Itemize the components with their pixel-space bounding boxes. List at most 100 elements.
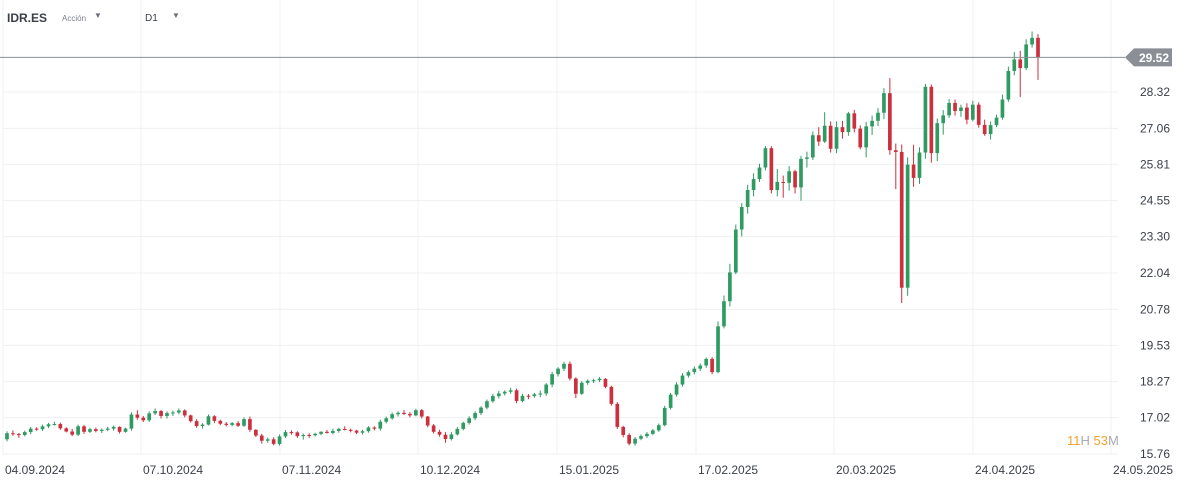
candle-body bbox=[425, 416, 430, 426]
candle-body bbox=[858, 128, 863, 148]
candle-body bbox=[615, 403, 620, 427]
candle bbox=[491, 393, 495, 403]
candle-body bbox=[289, 432, 294, 434]
candle-body bbox=[123, 428, 128, 432]
candle-body bbox=[982, 124, 987, 135]
candle-body bbox=[662, 407, 667, 426]
caret-down-icon[interactable]: ▼ bbox=[172, 11, 180, 20]
symbol-name[interactable]: IDR.ES bbox=[7, 11, 48, 25]
candle-body bbox=[935, 123, 940, 154]
candle bbox=[988, 121, 993, 140]
candle bbox=[473, 411, 477, 421]
candle-body bbox=[1006, 70, 1011, 100]
candle-body bbox=[799, 158, 803, 188]
candle bbox=[283, 430, 288, 438]
candle-body bbox=[633, 438, 637, 444]
x-tick-label: 17.02.2025 bbox=[698, 463, 758, 477]
candle bbox=[680, 373, 685, 387]
candle-body bbox=[295, 432, 300, 437]
candle bbox=[556, 367, 560, 377]
candle bbox=[200, 423, 205, 429]
candle-body bbox=[840, 127, 845, 133]
candle-body bbox=[431, 425, 436, 432]
candle bbox=[1024, 39, 1028, 71]
candle-body bbox=[485, 401, 489, 408]
candle bbox=[265, 437, 270, 443]
candle bbox=[159, 409, 163, 419]
candle bbox=[94, 427, 98, 433]
candle-body bbox=[331, 430, 335, 433]
candle bbox=[307, 433, 312, 438]
candle-body bbox=[603, 378, 608, 387]
candle-body bbox=[348, 429, 353, 431]
candle bbox=[526, 394, 531, 400]
candle bbox=[325, 430, 329, 434]
candle-body bbox=[769, 148, 774, 190]
caret-down-icon[interactable]: ▼ bbox=[94, 11, 102, 20]
candle bbox=[739, 203, 744, 237]
candle bbox=[573, 377, 578, 399]
candle bbox=[218, 419, 223, 426]
candle-body bbox=[585, 380, 590, 383]
candle bbox=[733, 224, 738, 275]
candle-body bbox=[929, 86, 934, 154]
x-tick-label: 07.10.2024 bbox=[143, 463, 203, 477]
candle bbox=[384, 416, 389, 424]
candle bbox=[591, 378, 596, 384]
candle-body bbox=[194, 421, 199, 427]
candle-body bbox=[716, 326, 720, 373]
candle bbox=[408, 411, 412, 418]
candle-body bbox=[520, 395, 525, 401]
candle bbox=[982, 119, 987, 136]
candle bbox=[313, 432, 317, 437]
candle-body bbox=[763, 148, 768, 168]
candle bbox=[579, 381, 584, 395]
candle bbox=[419, 409, 424, 419]
candle-body bbox=[218, 420, 223, 424]
candle bbox=[639, 434, 643, 441]
candle-body bbox=[467, 418, 472, 423]
candle-body bbox=[224, 423, 229, 425]
candle-body bbox=[496, 393, 501, 397]
candle bbox=[947, 99, 951, 118]
candle bbox=[627, 433, 631, 446]
candle-body bbox=[739, 206, 744, 230]
candle-body bbox=[402, 412, 406, 414]
y-tick-label: 19.53 bbox=[1140, 338, 1170, 352]
candle-body bbox=[1012, 59, 1017, 71]
candle bbox=[710, 357, 714, 375]
timeframe-selector[interactable]: D1 bbox=[145, 13, 158, 24]
candle bbox=[271, 437, 276, 446]
candle bbox=[123, 427, 128, 433]
y-tick-label: 17.02 bbox=[1140, 411, 1170, 425]
candle-body bbox=[76, 426, 80, 435]
candle-body bbox=[141, 417, 146, 421]
candle bbox=[188, 414, 193, 423]
candle-body bbox=[781, 181, 786, 183]
candle-body bbox=[941, 115, 946, 124]
candle bbox=[965, 103, 969, 125]
candle-body bbox=[117, 426, 122, 432]
candle-body bbox=[508, 390, 513, 392]
candle bbox=[443, 432, 448, 443]
candle-body bbox=[680, 375, 685, 385]
candle-body bbox=[271, 439, 276, 444]
candle bbox=[259, 433, 264, 444]
candle-body bbox=[728, 272, 732, 302]
candle bbox=[585, 379, 590, 385]
x-tick-label: 24.04.2025 bbox=[975, 463, 1035, 477]
candle bbox=[538, 390, 543, 398]
candle bbox=[449, 432, 454, 441]
candle-body bbox=[959, 107, 963, 112]
candle-body bbox=[621, 426, 626, 435]
candle bbox=[656, 423, 661, 432]
candle-body bbox=[793, 171, 797, 188]
countdown-minutes-unit: M bbox=[1107, 433, 1119, 448]
candle-body bbox=[573, 378, 578, 394]
candle bbox=[372, 426, 377, 431]
candle-body bbox=[745, 189, 750, 207]
candle-body bbox=[34, 428, 39, 430]
candle-body bbox=[846, 113, 851, 133]
candle bbox=[165, 411, 169, 419]
